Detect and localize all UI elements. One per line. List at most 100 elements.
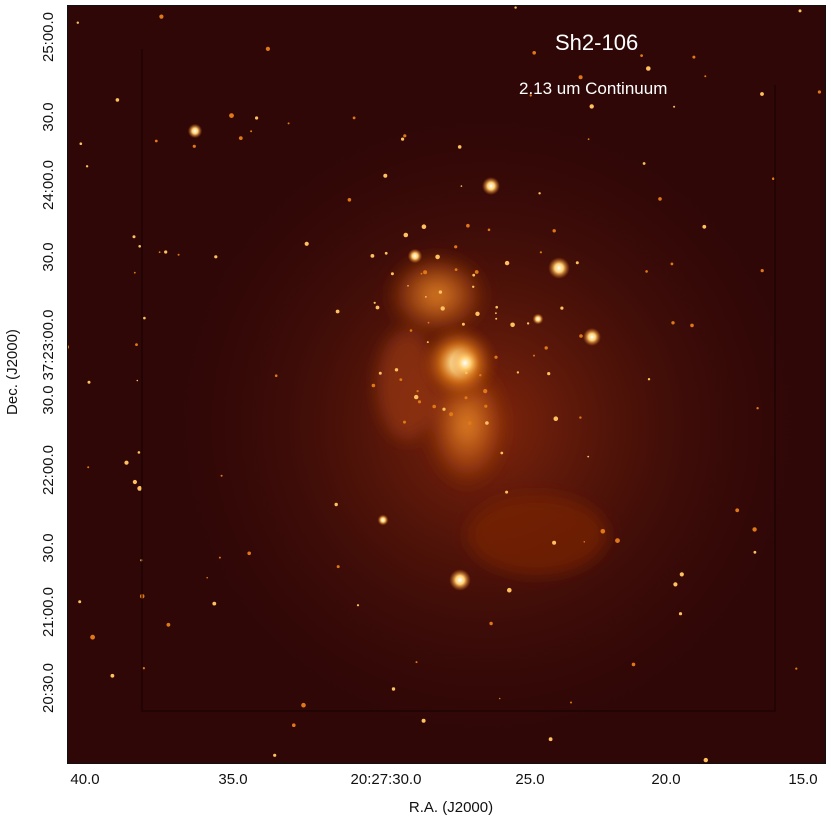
star: [133, 271, 136, 274]
bright-star: [482, 177, 500, 195]
y-tick-label: 25:00.0: [40, 11, 57, 63]
star: [435, 254, 440, 260]
star: [352, 116, 356, 120]
star: [391, 687, 396, 691]
star: [539, 251, 542, 254]
star: [516, 371, 520, 374]
star: [143, 316, 146, 320]
x-tick-label: 40.0: [70, 771, 100, 788]
bright-star: [583, 328, 601, 346]
star: [273, 753, 277, 757]
star: [552, 540, 557, 545]
star: [756, 407, 759, 410]
star: [214, 255, 218, 259]
image-title: Sh2-106: [555, 30, 639, 55]
image-subtitle: 2.13 um Continuum: [519, 79, 668, 98]
y-tick-label: 30.0: [40, 533, 57, 563]
star: [115, 98, 120, 102]
star: [255, 116, 259, 120]
bright-star: [377, 514, 389, 526]
y-tick-label: 30.0: [40, 102, 57, 132]
star: [159, 14, 164, 19]
star: [467, 421, 472, 425]
bright-star: [449, 569, 471, 591]
y-tick-label: 37:23:00.0: [40, 309, 57, 381]
star: [403, 134, 407, 138]
star: [336, 565, 340, 569]
star: [795, 667, 798, 670]
star: [138, 245, 141, 248]
star: [154, 139, 158, 143]
star: [507, 587, 512, 593]
star: [474, 270, 479, 274]
star: [498, 697, 501, 700]
star: [753, 550, 757, 554]
star: [500, 451, 504, 455]
star: [673, 105, 676, 108]
star: [679, 572, 684, 577]
star: [403, 232, 409, 238]
star: [301, 702, 306, 708]
star: [538, 192, 541, 195]
nebula-faint-extension: [467, 495, 607, 575]
bright-star: [187, 123, 203, 139]
star: [589, 104, 594, 109]
star: [472, 285, 475, 288]
star: [394, 368, 399, 372]
star: [132, 235, 136, 239]
star: [772, 177, 775, 180]
x-tick-label: 20:27:30.0: [350, 771, 422, 788]
star: [334, 502, 338, 507]
star: [287, 122, 290, 125]
star: [547, 372, 551, 376]
y-tick-label: 30.0: [40, 385, 57, 415]
star: [158, 251, 161, 254]
star: [383, 173, 388, 178]
star: [137, 486, 143, 491]
star: [425, 296, 427, 298]
star: [373, 301, 376, 304]
star: [142, 667, 145, 670]
sky-image: [67, 5, 826, 764]
y-tick-label: 24:00.0: [40, 159, 57, 211]
star: [136, 379, 139, 382]
y-tick-label: 20:30.0: [40, 662, 57, 714]
star: [356, 604, 360, 607]
star: [347, 198, 352, 202]
star: [440, 306, 445, 311]
star: [390, 272, 394, 276]
star: [575, 261, 579, 265]
star: [583, 541, 586, 543]
x-axis-label: R.A. (J2000): [408, 799, 494, 816]
star: [735, 508, 740, 513]
star: [164, 250, 168, 254]
star: [465, 371, 468, 375]
star: [432, 404, 437, 409]
sky-image-svg: [67, 5, 826, 764]
y-tick-label: 30.0: [40, 242, 57, 272]
star: [544, 346, 548, 350]
bright-star: [548, 257, 570, 279]
star: [137, 451, 141, 454]
star: [673, 582, 678, 587]
star: [229, 113, 234, 118]
star: [552, 229, 556, 233]
star: [489, 621, 493, 626]
star: [494, 355, 498, 359]
star: [370, 254, 375, 258]
star: [415, 661, 418, 664]
star: [427, 321, 430, 324]
star: [457, 145, 462, 149]
star: [407, 285, 409, 287]
star: [124, 460, 129, 465]
star: [220, 474, 223, 477]
star: [442, 407, 446, 411]
star: [495, 305, 499, 309]
star: [548, 737, 553, 742]
star: [461, 322, 465, 326]
star: [760, 269, 764, 273]
star: [504, 260, 510, 266]
star: [570, 701, 572, 704]
star: [449, 412, 454, 417]
star: [505, 490, 509, 494]
